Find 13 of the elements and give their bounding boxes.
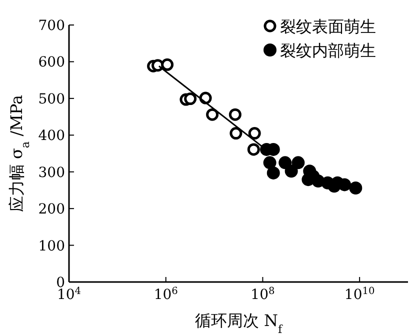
y-tick-label: 500 bbox=[38, 91, 65, 108]
x-tick-label: 10$^{8}$ bbox=[250, 286, 275, 303]
y-tick-label: 600 bbox=[38, 54, 65, 71]
y-tick-label: 200 bbox=[38, 202, 65, 218]
y-tick-label: 300 bbox=[38, 164, 65, 181]
legend-label: 裂纹表面萌生 bbox=[280, 17, 376, 36]
y-tick-label: 400 bbox=[38, 128, 65, 144]
x-tick-label: 10$^{10}$ bbox=[344, 286, 375, 303]
y-tick-label: 100 bbox=[38, 238, 65, 254]
x-axis-title: 循环周次 N$_{f}$ bbox=[194, 311, 283, 334]
x-tick-label: 10$^{6}$ bbox=[154, 286, 178, 303]
legend-label: 裂纹内部萌生 bbox=[280, 41, 376, 60]
y-tick-label: 700 bbox=[38, 18, 65, 34]
